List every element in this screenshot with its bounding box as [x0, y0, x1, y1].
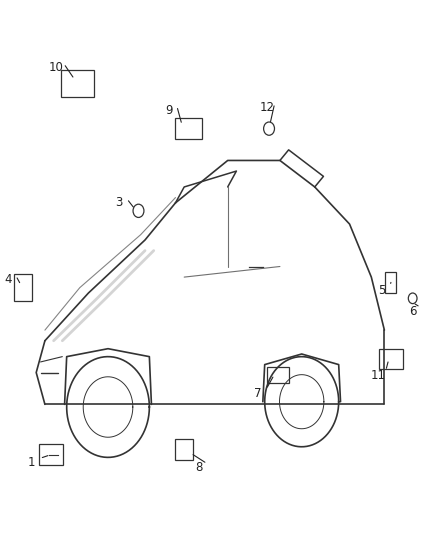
Text: 1: 1 — [28, 456, 35, 469]
Text: 8: 8 — [196, 462, 203, 474]
Bar — [176, 439, 193, 460]
Text: 11: 11 — [371, 369, 385, 382]
Bar — [385, 272, 396, 293]
Text: 6: 6 — [409, 305, 417, 318]
Text: 12: 12 — [259, 101, 274, 114]
Bar — [379, 349, 403, 369]
Bar — [14, 274, 32, 301]
Text: 5: 5 — [378, 284, 386, 297]
Text: 9: 9 — [165, 103, 173, 117]
Text: 7: 7 — [254, 387, 262, 400]
Bar — [176, 118, 201, 139]
Text: 3: 3 — [115, 196, 123, 209]
Text: 10: 10 — [48, 61, 63, 74]
Bar — [39, 444, 64, 465]
Text: 4: 4 — [4, 273, 12, 286]
Bar — [267, 367, 289, 383]
Bar — [61, 70, 94, 97]
